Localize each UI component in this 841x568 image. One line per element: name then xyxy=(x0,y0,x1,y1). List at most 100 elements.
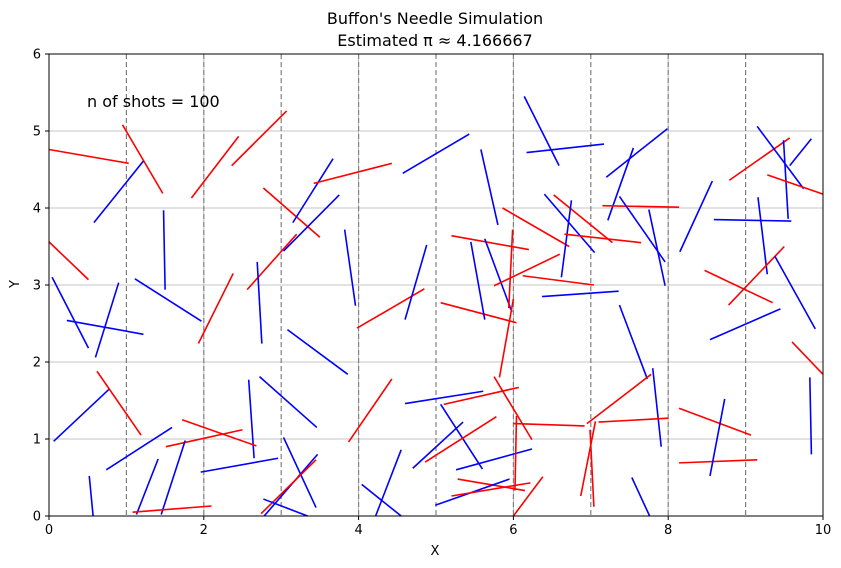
needle-non-crossing xyxy=(343,229,357,306)
needle-crossing xyxy=(424,415,497,463)
needle-non-crossing xyxy=(256,261,263,344)
needle-crossing xyxy=(48,148,129,165)
needle-crossing xyxy=(728,137,791,181)
y-tick-label: 1 xyxy=(33,433,41,448)
x-tick-label: 8 xyxy=(664,523,672,538)
needle-non-crossing xyxy=(782,140,789,219)
y-axis-label: Y xyxy=(8,280,23,289)
needle-crossing xyxy=(451,234,530,251)
needle-crossing xyxy=(589,429,595,507)
needle-non-crossing xyxy=(93,160,145,224)
needle-non-crossing xyxy=(134,278,202,322)
needle-non-crossing xyxy=(618,304,649,380)
needle-crossing xyxy=(181,418,257,447)
needle-non-crossing xyxy=(200,457,279,473)
needle-crossing xyxy=(586,373,652,425)
needle-crossing xyxy=(514,415,518,491)
needle-non-crossing xyxy=(160,440,186,515)
needle-non-crossing xyxy=(105,426,173,471)
needle-crossing xyxy=(679,458,758,464)
needle-crossing xyxy=(498,298,515,378)
x-axis-label: X xyxy=(431,544,440,559)
needle-crossing xyxy=(522,274,594,286)
needle-non-crossing xyxy=(543,193,596,254)
needle-non-crossing xyxy=(774,256,816,330)
needle-non-crossing xyxy=(286,329,349,375)
shots-annotation: n of shots = 100 xyxy=(87,92,220,111)
needle-non-crossing xyxy=(404,390,484,405)
needle-non-crossing xyxy=(402,133,470,175)
needle-non-crossing xyxy=(789,138,813,167)
needle-non-crossing xyxy=(439,403,484,470)
x-tick-label: 0 xyxy=(45,523,53,538)
needle-non-crossing xyxy=(292,158,334,224)
needle-crossing xyxy=(727,245,785,306)
needle-non-crossing xyxy=(51,276,90,349)
needle-non-crossing xyxy=(94,282,120,358)
needle-non-crossing xyxy=(679,180,714,253)
y-tick-label: 6 xyxy=(33,48,41,63)
needle-non-crossing xyxy=(560,200,573,278)
needle-non-crossing xyxy=(757,197,769,275)
needle-crossing xyxy=(121,124,164,194)
needle-non-crossing xyxy=(607,147,635,221)
y-tick-label: 4 xyxy=(33,202,41,217)
needle-non-crossing xyxy=(713,218,792,222)
y-tick-label: 5 xyxy=(33,125,41,140)
needle-crossing xyxy=(48,241,90,281)
needle-non-crossing xyxy=(135,458,159,515)
needle-non-crossing xyxy=(651,368,663,447)
needle-crossing xyxy=(553,194,613,244)
needle-crossing xyxy=(262,187,321,238)
needle-non-crossing xyxy=(541,290,619,298)
y-tick-label: 2 xyxy=(33,356,41,371)
needle-non-crossing xyxy=(709,398,726,477)
needle-crossing xyxy=(313,162,393,185)
needle-non-crossing xyxy=(480,149,499,226)
needle-crossing xyxy=(246,233,298,291)
needle-non-crossing xyxy=(470,241,486,320)
needle-crossing xyxy=(493,376,533,441)
y-tick-label: 0 xyxy=(33,510,41,525)
needle-non-crossing xyxy=(526,143,605,154)
needle-non-crossing xyxy=(809,377,813,455)
y-tick-label: 3 xyxy=(33,279,41,294)
needle-non-crossing xyxy=(263,498,308,517)
needle-non-crossing xyxy=(648,209,666,286)
needle-crossing xyxy=(443,386,519,406)
needle-non-crossing xyxy=(605,128,668,178)
needle-crossing xyxy=(767,174,824,195)
needle-crossing xyxy=(451,482,531,497)
needle-crossing xyxy=(96,370,142,436)
needle-crossing xyxy=(704,269,774,304)
needle-crossing xyxy=(165,428,243,448)
needle-non-crossing xyxy=(53,388,110,442)
needle-crossing xyxy=(493,253,561,287)
needle-non-crossing xyxy=(404,244,428,320)
needle-crossing xyxy=(347,378,393,443)
needle-crossing xyxy=(502,207,570,248)
needle-non-crossing xyxy=(631,477,651,517)
needle-non-crossing xyxy=(412,421,464,469)
needle-crossing xyxy=(260,459,317,515)
needle-non-crossing xyxy=(709,308,781,341)
needle-crossing xyxy=(231,110,288,167)
needle-non-crossing xyxy=(247,379,255,459)
needle-non-crossing xyxy=(523,95,560,167)
needle-non-crossing xyxy=(258,376,318,429)
needle-crossing xyxy=(579,421,597,497)
needle-non-crossing xyxy=(88,475,94,517)
needle-crossing xyxy=(598,417,669,423)
needle-crossing xyxy=(791,341,824,375)
needle-non-crossing xyxy=(162,210,166,290)
needle-crossing xyxy=(602,204,680,209)
needle-non-crossing xyxy=(484,238,513,313)
x-tick-label: 10 xyxy=(815,523,832,538)
needles xyxy=(48,95,824,517)
x-tick-label: 4 xyxy=(354,523,362,538)
needle-crossing xyxy=(440,301,517,324)
needle-crossing xyxy=(190,135,240,199)
needle-non-crossing xyxy=(282,194,340,252)
axis-ticks: 0 2 4 6 8 10 0 1 2 3 4 5 6 xyxy=(33,48,832,539)
